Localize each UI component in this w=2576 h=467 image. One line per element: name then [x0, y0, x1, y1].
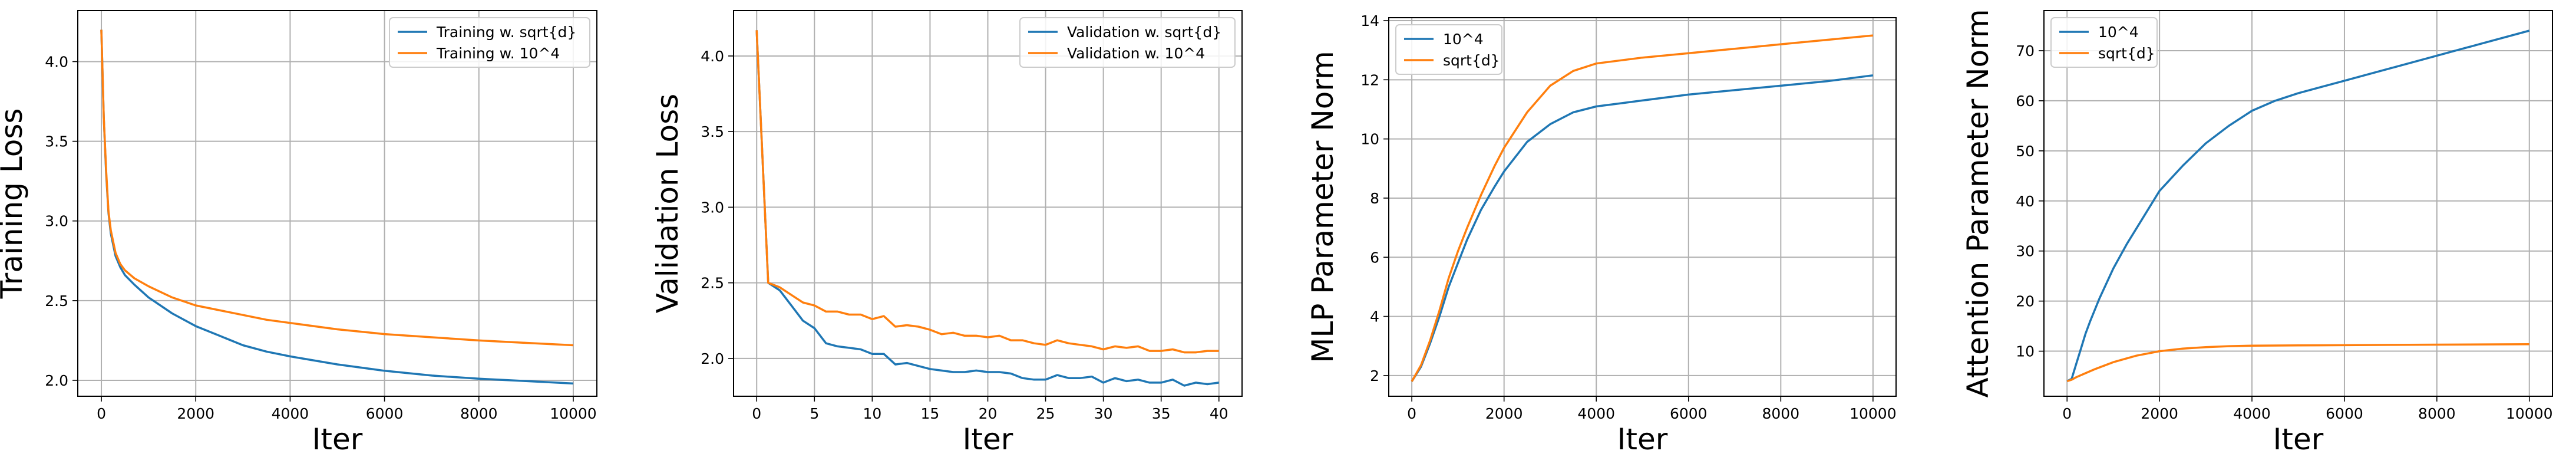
y-tick-label: 2.0: [45, 372, 68, 389]
series-line-2: [100, 29, 574, 347]
x-tick-label: 25: [1036, 405, 1055, 422]
y-tick-label: 2.5: [701, 275, 724, 292]
y-tick-label: 10: [2016, 343, 2035, 360]
series-line-2: [755, 30, 1219, 354]
plot-frame: [2043, 10, 2553, 397]
x-tick-label: 4000: [2233, 405, 2271, 422]
x-tick-label: 0: [752, 405, 761, 422]
y-tick-label: 4.0: [701, 48, 724, 65]
x-axis-label: Iter: [312, 422, 363, 456]
plot-frame: [77, 10, 597, 397]
x-tick-label: 8000: [1762, 405, 1800, 422]
x-tick-label: 10000: [1850, 405, 1897, 422]
y-tick-label: 14: [1360, 12, 1379, 29]
legend: Training w. sqrt{d} Training w. 10^4: [389, 17, 590, 68]
x-axis-label: Iter: [2273, 422, 2324, 456]
y-tick-label: 2: [1370, 367, 1379, 384]
y-tick-label: 4: [1370, 308, 1379, 325]
legend-label-2: sqrt{d}: [1443, 52, 1500, 69]
x-tick-label: 15: [921, 405, 940, 422]
x-tick-label: 6000: [2326, 405, 2363, 422]
x-tick-label: 40: [1210, 405, 1228, 422]
x-tick-label: 4000: [1577, 405, 1615, 422]
x-tick-label: 0: [97, 405, 106, 422]
x-tick-label: 8000: [2418, 405, 2456, 422]
legend-box: [2050, 17, 2158, 68]
y-tick-label: 8: [1370, 190, 1379, 207]
y-tick-label: 60: [2016, 93, 2035, 110]
legend-box: [1395, 24, 1502, 75]
x-tick-label: 10000: [550, 405, 597, 422]
x-tick-label: 35: [1152, 405, 1171, 422]
y-tick-label: 3.0: [45, 213, 68, 230]
chart-1: 0 2000 4000 6000 8000 10000 2.0 2.5 3.0 3.5 4.0 Ite…: [0, 10, 597, 456]
x-tick-label: 6000: [366, 405, 404, 422]
series-line-1: [100, 29, 574, 385]
y-axis-label: Validation Loss: [650, 94, 685, 313]
legend-box: [1019, 17, 1236, 68]
y-axis-label: Training Loss: [0, 108, 29, 300]
y-tick-label: 2.5: [45, 292, 68, 310]
y-tick-label: 50: [2016, 143, 2035, 160]
series-line-1: [2066, 29, 2530, 383]
y-tick-label: 3.0: [701, 199, 724, 216]
x-tick-label: 10000: [2506, 405, 2553, 422]
x-tick-label: 2000: [177, 405, 214, 422]
x-tick-label: 8000: [460, 405, 498, 422]
x-tick-label: 2000: [1485, 405, 1523, 422]
y-tick-label: 70: [2016, 42, 2035, 60]
y-axis-label: Attention Parameter Norm: [1961, 9, 1995, 397]
legend-label-1: 10^4: [1443, 31, 1484, 48]
legend-label-1: Validation w. sqrt{d}: [1067, 24, 1221, 41]
y-tick-label: 10: [1360, 131, 1379, 148]
series-line-1: [1411, 74, 1874, 382]
series-line-1: [755, 30, 1220, 387]
plot-frame: [1388, 17, 1897, 397]
y-tick-label: 3.5: [45, 133, 68, 150]
y-tick-label: 30: [2016, 243, 2035, 260]
x-tick-label: 5: [810, 405, 819, 422]
chart-2: 0 5 10 15 20 25 30 35 40 2.0 2.5 3.0 3.5 4.0 Iter Valid…: [650, 10, 1243, 456]
legend: 10^4 sqrt{d}: [1395, 24, 1502, 75]
y-tick-label: 6: [1370, 249, 1379, 266]
legend-label-1: 10^4: [2098, 24, 2139, 41]
x-tick-label: 20: [979, 405, 998, 422]
legend: Validation w. sqrt{d} Validation w. 10^4: [1019, 17, 1236, 68]
y-tick-label: 3.5: [701, 123, 724, 140]
y-tick-label: 2.0: [701, 350, 724, 367]
plot-frame: [733, 10, 1243, 397]
x-axis-label: Iter: [963, 422, 1013, 456]
x-tick-label: 4000: [272, 405, 309, 422]
legend-label-2: Validation w. 10^4: [1067, 45, 1205, 62]
series-line-2: [2066, 343, 2529, 383]
legend-label-1: Training w. sqrt{d}: [436, 24, 576, 41]
y-tick-label: 40: [2016, 193, 2035, 210]
chart-3: 0 2000 4000 6000 8000 10000 2 4 6 8 10 12 14 Iter MLP …: [1306, 12, 1897, 456]
y-tick-label: 4.0: [45, 53, 68, 70]
y-tick-label: 20: [2016, 293, 2035, 310]
x-axis-label: Iter: [1617, 422, 1668, 456]
x-tick-label: 2000: [2141, 405, 2178, 422]
x-tick-label: 10: [863, 405, 881, 422]
legend-label-2: sqrt{d}: [2098, 45, 2155, 62]
legend: 10^4 sqrt{d}: [2050, 17, 2158, 68]
legend-box: [389, 17, 590, 68]
x-tick-label: 0: [2062, 405, 2072, 422]
series-line-2: [1411, 34, 1874, 382]
x-tick-label: 6000: [1670, 405, 1708, 422]
y-tick-label: 12: [1360, 71, 1379, 88]
y-axis-label: MLP Parameter Norm: [1306, 51, 1340, 363]
x-tick-label: 0: [1407, 405, 1416, 422]
x-tick-label: 30: [1094, 405, 1113, 422]
legend-label-2: Training w. 10^4: [436, 45, 560, 62]
chart-4: 0 2000 4000 6000 8000 10000 10 20 30 40 50 60 70 Iter…: [1961, 9, 2553, 456]
